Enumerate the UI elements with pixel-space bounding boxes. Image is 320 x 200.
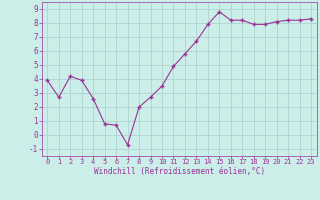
X-axis label: Windchill (Refroidissement éolien,°C): Windchill (Refroidissement éolien,°C) [94, 167, 265, 176]
